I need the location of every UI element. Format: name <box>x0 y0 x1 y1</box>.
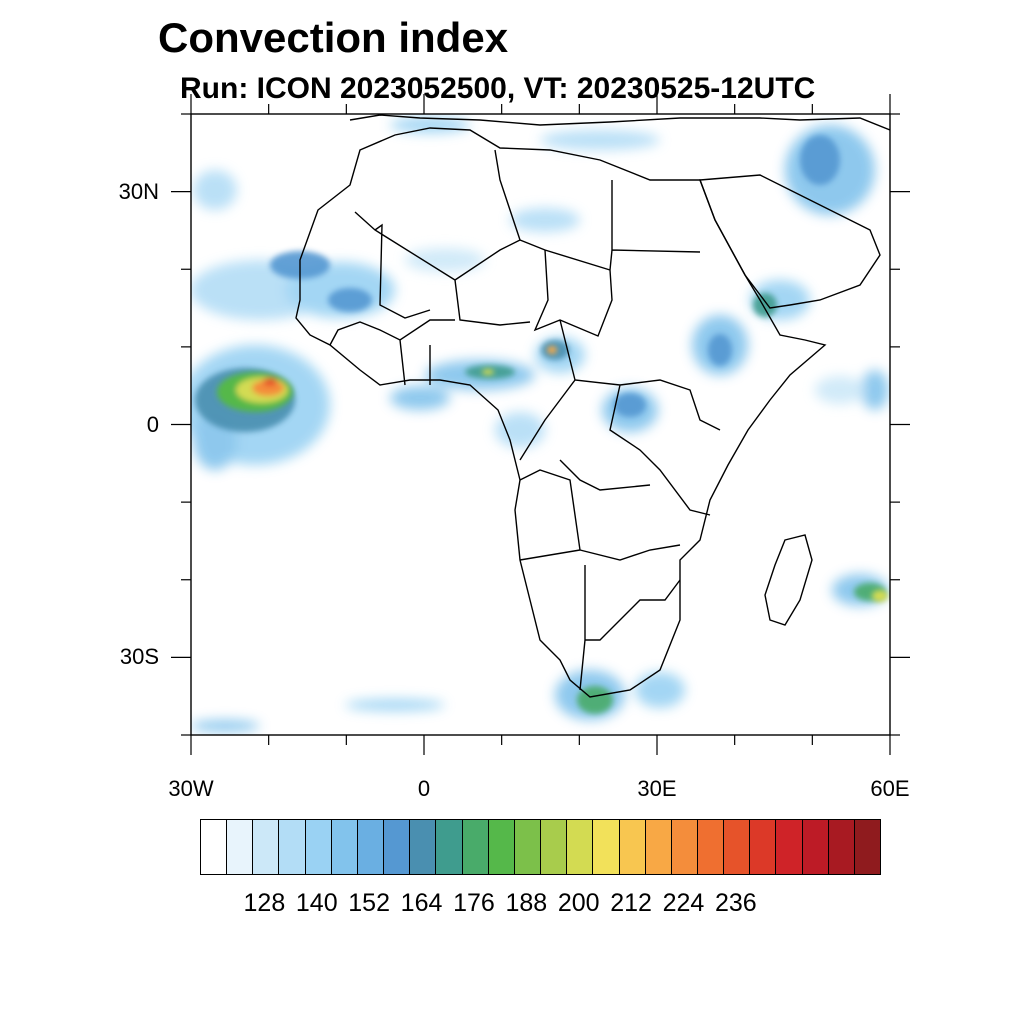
colorbar-cell <box>357 820 385 874</box>
colorbar-label: 236 <box>714 889 757 917</box>
colorbar-label: 128 <box>243 889 286 917</box>
colorbar-cell <box>697 820 725 874</box>
latitude-label: 0 <box>146 411 159 437</box>
coastlines <box>295 114 890 698</box>
convection-field <box>191 117 889 732</box>
colorbar-cell <box>828 820 855 874</box>
border-line <box>329 149 721 691</box>
longitude-label: 30E <box>637 776 677 801</box>
colorbar-cell <box>593 820 620 874</box>
arabia-coastline <box>699 174 881 309</box>
colorbar-cell <box>514 820 542 874</box>
colorbar-cell <box>802 820 829 874</box>
colorbar-label: 224 <box>662 889 705 917</box>
colorbar-cell <box>253 820 280 874</box>
colorbar-cell <box>750 820 777 874</box>
colorbar-cell <box>724 820 751 874</box>
longitude-label: 60E <box>870 776 910 801</box>
colorbar-cell <box>488 820 515 874</box>
colorbar-label: 188 <box>505 889 548 917</box>
latitude-label: 30S <box>119 644 159 670</box>
colorbar-label: 152 <box>348 889 390 917</box>
colorbar-cell <box>541 820 568 874</box>
colorbar-label: 176 <box>453 889 495 917</box>
colorbar-cell <box>567 820 594 874</box>
africa-coastline <box>295 127 827 698</box>
colorbar-cell <box>776 820 803 874</box>
colorbar-label: 200 <box>557 889 600 917</box>
map-subtitle: Run: ICON 2023052500, VT: 20230525-12UTC <box>180 72 816 105</box>
map-title: Convection index <box>158 14 509 61</box>
colorbar-cell <box>619 820 646 874</box>
colorbar-cell <box>436 820 463 874</box>
colorbar-cell <box>384 820 411 874</box>
colorbar-cell <box>462 820 489 874</box>
colorbar-cell <box>671 820 698 874</box>
colorbar-cell <box>279 820 306 874</box>
colorbar-cell <box>201 820 228 874</box>
colorbar-label: 164 <box>400 889 443 917</box>
latitude-label: 30N <box>118 178 159 204</box>
colorbar-cell <box>410 820 437 874</box>
colorbar-label: 140 <box>295 889 338 917</box>
longitude-label: 30W <box>168 776 214 801</box>
colorbar-cell <box>645 820 672 874</box>
colorbar-cell <box>305 820 332 874</box>
madagascar-coastline <box>764 534 813 626</box>
europe-coastline <box>349 114 890 131</box>
colorbar-cell <box>331 820 358 874</box>
colorbar-cell <box>854 820 881 874</box>
axis-ticks <box>171 94 910 755</box>
longitude-label: 0 <box>417 776 431 801</box>
colorbar <box>200 819 881 875</box>
colorbar-label: 212 <box>610 889 652 917</box>
colorbar-cell <box>227 820 254 874</box>
